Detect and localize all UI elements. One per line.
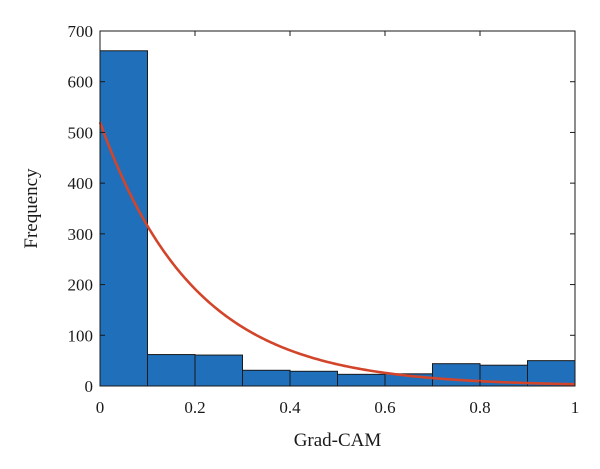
y-tick-label-3: 300 — [68, 225, 94, 244]
y-tick-label-0: 0 — [85, 377, 94, 396]
x-tick-label-4: 0.8 — [469, 398, 490, 417]
histogram-bar-9 — [527, 360, 576, 387]
x-tick-label-3: 0.6 — [374, 398, 395, 417]
x-tick-labels: 0 0.2 0.4 0.6 0.8 1 — [96, 398, 580, 417]
y-tick-label-1: 100 — [68, 326, 94, 345]
plot-frame — [99, 30, 576, 387]
y-tick-label-5: 500 — [68, 123, 94, 142]
histogram-bar-7 — [432, 363, 481, 387]
y-tick-label-4: 400 — [68, 174, 94, 193]
y-tick-labels: 0 100 200 300 400 500 600 700 — [68, 22, 94, 396]
y-axis-label: Frequency — [21, 168, 42, 249]
histogram-bar-5 — [337, 373, 386, 387]
x-tick-label-2: 0.4 — [279, 398, 301, 417]
histogram-bar-0 — [99, 50, 148, 387]
x-tick-label-5: 1 — [571, 398, 580, 417]
x-tick-label-0: 0 — [96, 398, 105, 417]
x-tick-label-1: 0.2 — [184, 398, 205, 417]
x-axis-label: Grad-CAM — [294, 430, 382, 451]
histogram-bar-3 — [242, 369, 291, 387]
histogram-bar-2 — [194, 354, 243, 387]
y-tick-label-7: 700 — [68, 22, 94, 41]
y-tick-label-6: 600 — [68, 73, 94, 92]
histogram-bar-4 — [289, 370, 338, 387]
fit-curve-line — [98, 121, 576, 386]
histogram-bar-1 — [147, 354, 196, 387]
y-tick-label-2: 200 — [68, 276, 94, 295]
bars-group — [99, 50, 576, 387]
ticks-group — [99, 30, 576, 387]
